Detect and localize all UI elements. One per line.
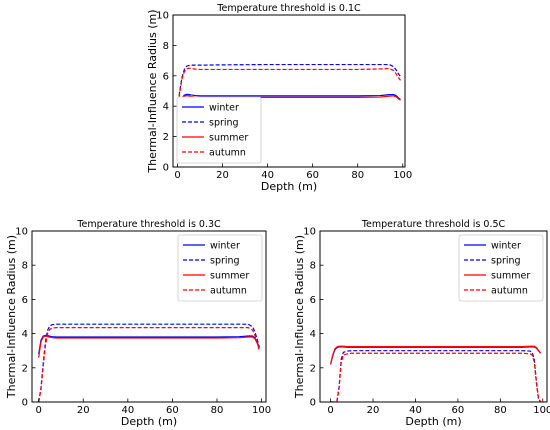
- x-tick-label: 60: [452, 405, 465, 416]
- y-tick-label: 10: [303, 227, 316, 238]
- legend-label-spring: spring: [209, 118, 239, 129]
- y-tick-label: 6: [310, 295, 316, 306]
- x-tick-label: 20: [367, 405, 380, 416]
- series-line-spring: [38, 323, 260, 402]
- y-tick-label: 10: [156, 11, 169, 22]
- legend-label-autumn: autumn: [210, 286, 247, 297]
- y-tick-label: 0: [163, 163, 169, 174]
- chart-title: Temperature threshold is 0.1C: [216, 3, 361, 14]
- x-tick-label: 40: [121, 405, 134, 416]
- x-tick-label: 0: [35, 405, 41, 416]
- axes-frame: [172, 14, 406, 168]
- axes-frame: [319, 230, 548, 403]
- x-tick-label: 40: [409, 405, 422, 416]
- x-axis-label: Depth (m): [261, 180, 317, 193]
- legend-label-summer: summer: [210, 271, 249, 282]
- y-axis-label: Thermal-Influence Radius (m): [146, 9, 159, 173]
- axes-frame: [31, 230, 267, 403]
- series-line-spring: [330, 350, 542, 402]
- series-line-autumn: [176, 67, 401, 110]
- series-group: [330, 345, 542, 402]
- legend-box: [458, 234, 544, 302]
- y-tick-label: 0: [22, 398, 28, 409]
- y-tick-label: 0: [310, 398, 316, 409]
- series-line-winter: [38, 334, 260, 355]
- legend-label-autumn: autumn: [209, 148, 246, 159]
- chart-title: Temperature threshold is 0.5C: [361, 219, 506, 230]
- x-axis-label: Depth (m): [405, 415, 461, 428]
- x-tick-label: 80: [211, 405, 224, 416]
- series-line-autumn: [38, 327, 260, 402]
- x-tick-label: 20: [77, 405, 90, 416]
- y-tick-label: 2: [22, 363, 28, 374]
- x-tick-label: 100: [393, 170, 412, 181]
- x-tick-label: 20: [216, 170, 229, 181]
- legend: winter spring summer autumn: [176, 96, 262, 164]
- y-tick-label: 8: [22, 261, 28, 272]
- series-line-winter: [176, 93, 401, 113]
- legend: winter spring summer autumn: [177, 234, 263, 302]
- y-tick-label: 10: [15, 227, 28, 238]
- legend: winter spring summer autumn: [458, 234, 544, 302]
- legend-label-spring: spring: [210, 256, 240, 267]
- legend-label-winter: winter: [491, 241, 521, 252]
- series-line-summer: [38, 335, 260, 358]
- x-tick-label: 0: [174, 170, 180, 181]
- y-tick-label: 4: [22, 329, 28, 340]
- x-tick-label: 100: [533, 405, 550, 416]
- x-tick-label: 60: [166, 405, 179, 416]
- series-line-autumn: [330, 352, 542, 402]
- x-tick-label: 60: [306, 170, 319, 181]
- series-line-summer: [330, 345, 542, 365]
- chart-panel-1: 0 20 40 60 80 100 0 2 4 6 8 10 Temperature threshold…: [146, 3, 412, 193]
- x-tick-label: 80: [494, 405, 507, 416]
- x-tick-label: 0: [327, 405, 333, 416]
- legend-label-summer: summer: [491, 271, 530, 282]
- x-tick-label: 40: [261, 170, 274, 181]
- x-tick-label: 100: [252, 405, 271, 416]
- series-group: [38, 323, 260, 402]
- y-tick-label: 8: [310, 261, 316, 272]
- y-tick-label: 2: [163, 132, 169, 143]
- y-axis-label: Thermal-Influence Radius (m): [293, 235, 306, 399]
- x-tick-label: 80: [351, 170, 364, 181]
- y-tick-label: 6: [163, 71, 169, 82]
- y-tick-label: 4: [163, 102, 169, 113]
- legend-label-winter: winter: [210, 241, 240, 252]
- y-tick-label: 8: [163, 41, 169, 52]
- y-tick-label: 6: [22, 295, 28, 306]
- y-axis-label: Thermal-Influence Radius (m): [5, 235, 18, 399]
- legend-box: [176, 96, 262, 164]
- chart-panel-3: 0 20 40 60 80 100 0 2 4 6 8 10 Temperature threshold…: [293, 219, 550, 428]
- chart-panel-2: 0 20 40 60 80 100 0 2 4 6 8 10 Temperature threshold…: [5, 219, 271, 428]
- legend-label-summer: summer: [209, 133, 248, 144]
- legend-label-spring: spring: [491, 256, 521, 267]
- chart-title: Temperature threshold is 0.3C: [76, 219, 221, 230]
- legend-label-autumn: autumn: [491, 286, 528, 297]
- series-line-winter: [330, 346, 542, 365]
- legend-label-winter: winter: [209, 103, 239, 114]
- x-axis-label: Depth (m): [121, 415, 177, 428]
- y-tick-label: 2: [310, 363, 316, 374]
- legend-box: [177, 234, 263, 302]
- y-tick-label: 4: [310, 329, 316, 340]
- series-line-spring: [176, 63, 401, 108]
